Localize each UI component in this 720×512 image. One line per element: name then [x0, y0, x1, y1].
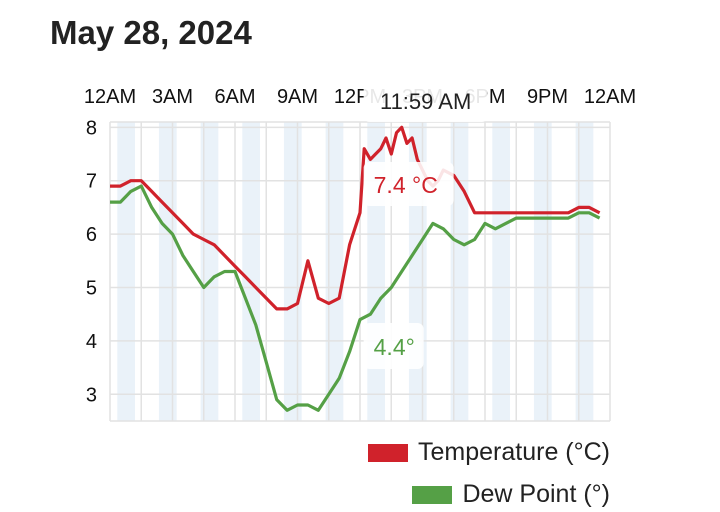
x-tick-label: 9AM: [277, 86, 318, 108]
background-band: [283, 122, 302, 421]
y-tick-label: 7: [86, 171, 97, 193]
background-band: [117, 122, 135, 421]
background-band: [492, 122, 510, 421]
series-lines: [110, 125, 601, 412]
x-tick-label: 12AM: [584, 86, 636, 108]
background-bands: [117, 122, 594, 421]
temperature-line: [110, 125, 601, 311]
y-tick-label: 4: [86, 331, 97, 353]
y-tick-label: 3: [86, 384, 97, 406]
background-band: [450, 122, 469, 421]
x-tick-label: 6AM: [214, 86, 255, 108]
cursor-tooltip: 11:59 AM 7.4 °C 4.4°: [363, 80, 488, 369]
temperature-swatch: [368, 443, 408, 462]
y-tick-label: 8: [86, 117, 97, 139]
x-axis-labels: 12AM3AM6AM9AM12PM3PM6PM9PM12AM: [84, 86, 636, 108]
y-axis-labels: 3 4 5 6 7 8: [86, 117, 97, 406]
dew-point-tooltip-box: [363, 323, 424, 369]
background-band: [325, 122, 344, 421]
y-tick-label: 5: [86, 278, 97, 300]
dew-point-swatch: [412, 485, 453, 504]
legend-dew-point-label: Dew Point (°): [462, 480, 610, 508]
background-band: [242, 122, 260, 421]
dew-point-line: [110, 184, 601, 412]
temperature-tooltip-box: [363, 162, 454, 206]
x-tick-label: 12AM: [84, 86, 136, 108]
x-tick-label: 9PM: [527, 86, 568, 108]
x-tick-label: 3AM: [152, 86, 193, 108]
background-band: [575, 122, 594, 421]
y-tick-label: 6: [86, 224, 97, 246]
legend-temperature-label: Temperature (°C): [418, 438, 610, 466]
time-tooltip-box: [363, 80, 488, 122]
legend-temperature[interactable]: Temperature (°C): [368, 438, 610, 467]
background-band: [533, 122, 552, 421]
date-title: May 28, 2024: [50, 14, 252, 51]
legend-dew-point[interactable]: Dew Point (°): [412, 480, 610, 509]
time-tooltip-label: 11:59 AM: [380, 89, 471, 114]
background-band: [200, 122, 219, 421]
temperature-tooltip-label: 7.4 °C: [374, 172, 438, 198]
background-band: [158, 122, 177, 421]
dew-point-tooltip-label: 4.4°: [374, 334, 415, 360]
